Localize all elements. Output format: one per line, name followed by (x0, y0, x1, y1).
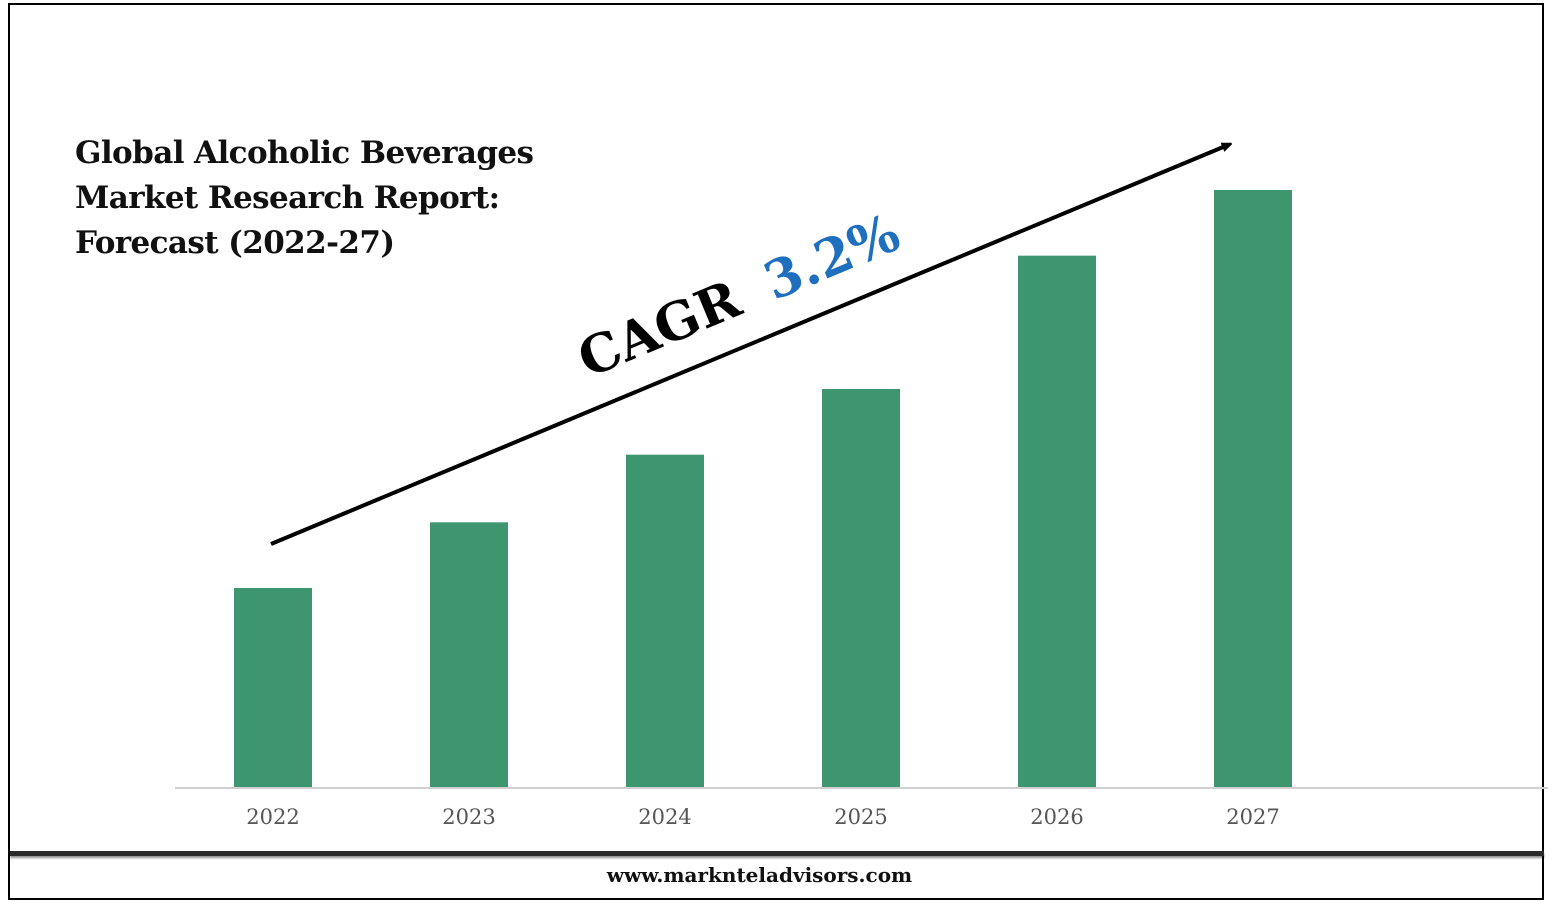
x-tick-label-2025: 2025 (834, 805, 887, 829)
title-line-3: Forecast (2022-27) (75, 225, 395, 261)
bars-group (234, 190, 1292, 788)
bar-2025 (822, 389, 900, 787)
footer-website: www.marknteladvisors.com (606, 863, 913, 887)
x-tick-label-2026: 2026 (1030, 805, 1083, 829)
footer-divider (10, 851, 1544, 856)
bar-2022 (234, 588, 312, 787)
x-tick-labels: 2022 2023 2024 2025 2026 2027 (246, 805, 1279, 829)
bar-2026 (1018, 255, 1096, 788)
cagr-annotation: CAGR 3.2% (570, 203, 909, 390)
bar-2024 (626, 454, 704, 787)
title-line-1: Global Alcoholic Beverages (75, 135, 534, 171)
cagr-label: CAGR (570, 268, 751, 390)
x-tick-label-2022: 2022 (246, 805, 299, 829)
bar-2023 (430, 522, 508, 787)
trend-arrow (270, 145, 1228, 546)
bar-2027 (1214, 190, 1292, 787)
x-tick-label-2024: 2024 (638, 805, 691, 829)
cagr-value: 3.2% (756, 203, 909, 313)
x-tick-label-2027: 2027 (1226, 805, 1279, 829)
chart-title: Global Alcoholic Beverages Market Resear… (75, 131, 595, 266)
title-line-2: Market Research Report: (75, 180, 500, 216)
x-tick-label-2023: 2023 (442, 805, 495, 829)
